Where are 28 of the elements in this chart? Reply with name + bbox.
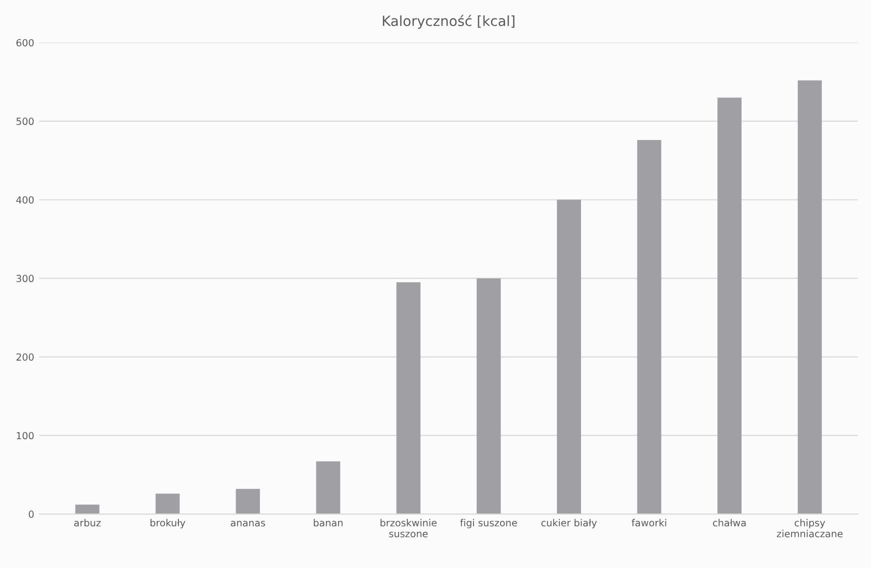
y-tick-label: 300 — [16, 274, 34, 282]
y-tick-label: 0 — [28, 510, 34, 518]
x-tick-label: ananas — [230, 520, 266, 526]
y-tick-label: 200 — [16, 353, 34, 361]
bar — [476, 278, 501, 514]
y-tick-label: 500 — [16, 118, 34, 126]
chart-title: Kaloryczność [kcal] — [382, 14, 514, 29]
y-tick-label: 100 — [16, 432, 34, 440]
bar — [556, 200, 582, 514]
bar — [798, 80, 822, 514]
bar — [75, 504, 100, 514]
bar — [717, 98, 742, 514]
y-tick-label: 600 — [16, 39, 34, 46]
x-tick-label: banan — [314, 518, 343, 526]
bar — [316, 461, 340, 514]
bar — [236, 488, 260, 514]
x-tick-label: arbuz — [74, 518, 101, 526]
bar — [396, 282, 420, 514]
y-tick-label: 400 — [16, 196, 34, 204]
x-tick-label: faworki — [632, 518, 666, 526]
x-tick-label: chałwa — [712, 518, 746, 526]
x-tick-label: brokuły — [150, 518, 186, 528]
x-tick-label: brzoskwinie suszone — [380, 518, 437, 538]
bar — [156, 494, 180, 514]
x-tick-label: chipsy ziemniaczane — [776, 518, 843, 538]
bar — [637, 140, 662, 514]
x-tick-label: figi suszone — [460, 518, 517, 528]
x-tick-label: cukier biały — [541, 518, 597, 528]
